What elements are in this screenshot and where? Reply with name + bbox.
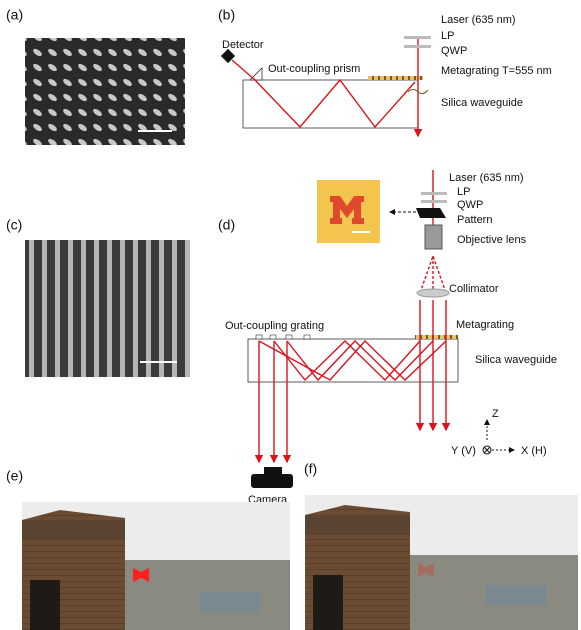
label: Silica waveguide	[441, 97, 523, 109]
figure: (a) (b) (c) (d) (e) (f) Detector Out-cou…	[0, 0, 581, 630]
panel-label: (e)	[6, 468, 23, 484]
label: Out-coupling grating	[225, 320, 324, 332]
axis-label: Z	[492, 408, 499, 420]
label: Laser (635 nm)	[441, 14, 516, 26]
panel-label: (f)	[304, 461, 317, 477]
panel-label: (b)	[218, 7, 235, 23]
panel-label: (a)	[6, 7, 23, 23]
photo-e	[22, 502, 290, 630]
label: Laser (635 nm)	[449, 172, 524, 184]
sem-image	[25, 240, 190, 377]
axis-label: Y (V)	[451, 445, 476, 457]
axis-label: X (H)	[521, 445, 547, 457]
label: Pattern	[457, 214, 492, 226]
panel-label: (d)	[218, 217, 235, 233]
label: Silica waveguide	[475, 354, 557, 366]
panel-b	[221, 36, 431, 136]
label: LP	[457, 186, 470, 198]
sem-image	[25, 38, 185, 145]
label: QWP	[457, 199, 483, 211]
panel-label: (c)	[6, 217, 22, 233]
label: LP	[441, 30, 454, 42]
label: Metagrating T=555 nm	[441, 65, 552, 77]
label: QWP	[441, 45, 467, 57]
label: Objective lens	[457, 234, 527, 246]
photo-f	[305, 495, 578, 630]
label: Metagrating	[456, 319, 514, 331]
label: Detector	[222, 39, 264, 51]
label: Collimator	[449, 283, 499, 295]
label: Out-coupling prism	[268, 63, 360, 75]
